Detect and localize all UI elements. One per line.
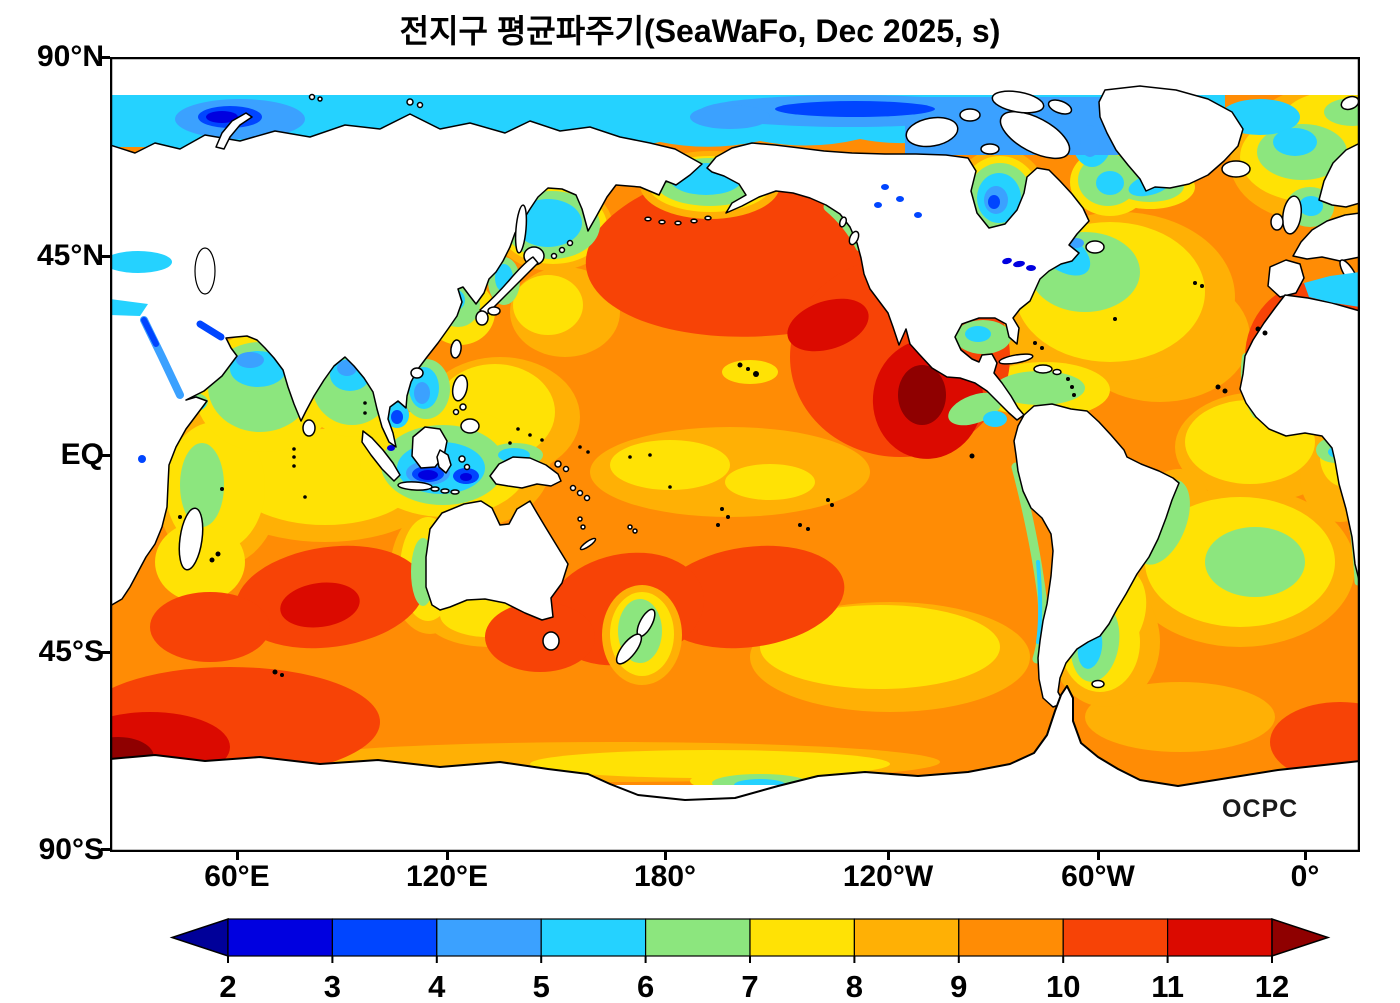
new-zealand-tasmania [542,608,656,665]
lon-label-60w: 60°W [1061,860,1135,893]
lon-label-60e: 60°E [204,860,270,893]
colorbar-tick-label: 5 [533,969,550,1003]
lon-label-0: 0° [1290,860,1320,893]
lat-tick [101,848,110,851]
watermark-logo: OCPC [1222,795,1299,823]
lat-label-90n: 90°N [36,40,104,73]
lon-label-120e: 120°E [405,860,489,893]
lat-tick [101,255,110,258]
colorbar-tick-label: 11 [1151,969,1184,1003]
figure-title: 전지구 평균파주기(SeaWaFo, Dec 2025, s) [399,13,1001,49]
colorbar-tick-label: 12 [1255,969,1289,1003]
colorbar-cell [1062,918,1169,957]
inland-seas [110,184,1360,463]
colorbar: 2 3 4 5 6 7 8 9 10 11 12 [169,917,1331,1003]
island-specks [178,281,1268,677]
caribbean-islands [644,215,1105,689]
colorbar-cell [540,918,647,957]
landmass-south-america [1013,403,1180,708]
colorbar-cell [644,918,751,957]
lat-tick [101,56,110,59]
colorbar-cell [853,918,960,957]
lat-label-eq: EQ [60,438,104,471]
lat-label-90s: 90°S [38,833,104,866]
map-frame [110,57,1360,852]
lon-tick [887,852,890,860]
colorbar-tick-label: 3 [324,969,341,1003]
colorbar-tick-label: 2 [219,969,236,1003]
maritime-continent [361,374,638,551]
colorbar-arrow-left [169,917,229,958]
colorbar-tick-label: 6 [637,969,654,1003]
band-2-4 [198,101,1000,484]
landmass-antarctica [110,685,1360,852]
colorbar-tick-label: 4 [428,969,446,1003]
landmass-australia [425,500,569,621]
colorbar-cell [1166,918,1273,957]
land-layer [110,85,1360,852]
world-wave-period-map [110,57,1360,852]
colorbar-tick-label: 10 [1046,969,1080,1003]
colorbar-tick-label: 9 [950,969,967,1003]
lat-label-45n: 45°N [36,239,104,272]
lat-tick [101,651,110,654]
lon-tick [446,852,449,860]
indian-ocean-islands [178,419,316,571]
arctic-islands [215,90,1360,160]
east-asia-islands [410,204,574,379]
lat-label-45s: 45°S [38,635,104,668]
colorbar-arrow-right [1271,917,1331,958]
colorbar-cell [958,918,1064,957]
lon-tick [664,852,667,860]
lat-tick [101,454,110,457]
lon-label-180: 180° [633,860,697,893]
colorbar-cell [749,918,856,957]
colorbar-cell [436,918,542,957]
landmass-greenland [1098,85,1244,192]
colorbar-tick-label: 8 [846,969,863,1003]
landmass-afro-eurasia [110,113,703,607]
colorbar-tick-label: 7 [741,969,758,1003]
colorbar-cell [227,918,334,957]
lon-tick [1097,852,1100,860]
lon-label-120w: 120°W [842,860,934,893]
lon-tick [1304,852,1307,860]
colorbar-cell [331,918,438,957]
lon-tick [236,852,239,860]
